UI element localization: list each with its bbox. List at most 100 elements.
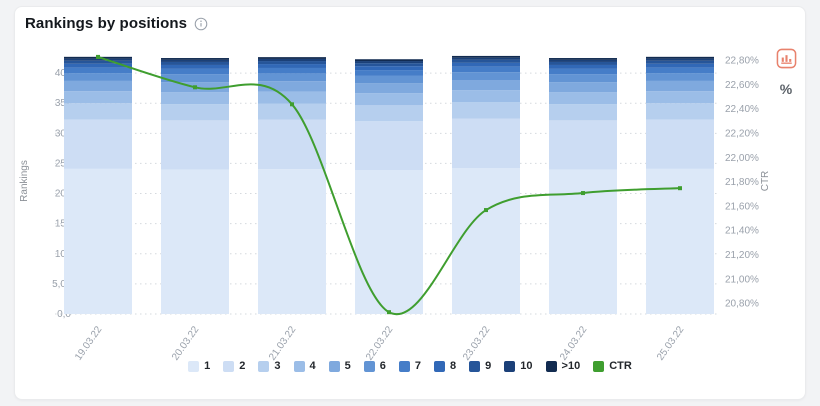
bar-segment-pos-9[interactable] (355, 63, 423, 67)
bar-segment-pos-2[interactable] (258, 119, 326, 170)
bar-segment-pos-gt10[interactable] (161, 58, 229, 60)
right-axis-tick: 22,80% (725, 56, 759, 67)
bar-segment-pos-2[interactable] (64, 119, 132, 169)
bar-segment-pos-3[interactable] (646, 103, 714, 120)
bar-segment-pos-8[interactable] (549, 64, 617, 69)
legend-item-1[interactable]: 1 (188, 360, 210, 372)
bar-segment-pos-5[interactable] (355, 83, 423, 94)
bar-segment-pos-4[interactable] (452, 90, 520, 103)
bar-segment-pos-7[interactable] (64, 67, 132, 74)
bar-segment-pos-gt10[interactable] (452, 55, 520, 58)
bar-segment-pos-10[interactable] (452, 57, 520, 60)
bar-segment-pos-6[interactable] (646, 73, 714, 81)
bar-segment-pos-3[interactable] (355, 105, 423, 122)
bar-segment-pos-10[interactable] (161, 59, 229, 62)
bar-segment-pos-7[interactable] (161, 68, 229, 75)
bar-segment-pos-6[interactable] (549, 74, 617, 83)
bar-segment-pos-2[interactable] (161, 120, 229, 170)
bar-segment-pos-8[interactable] (258, 64, 326, 68)
bar-segment-pos-4[interactable] (646, 91, 714, 104)
bar-segment-pos-3[interactable] (452, 102, 520, 119)
legend-label: 6 (379, 360, 386, 372)
bar-segment-pos-10[interactable] (646, 58, 714, 61)
bar-segment-pos-4[interactable] (64, 91, 132, 104)
ctr-line-point[interactable] (290, 102, 294, 107)
bar-segment-pos-9[interactable] (64, 60, 132, 64)
bar-segment-pos-1[interactable] (258, 169, 326, 314)
ctr-line-point[interactable] (193, 85, 197, 90)
bar-segment-pos-8[interactable] (646, 63, 714, 68)
info-icon[interactable] (194, 17, 208, 31)
legend-item-5[interactable]: 5 (328, 360, 351, 372)
bar-segment-pos-10[interactable] (64, 58, 132, 61)
bar-segment-pos-gt10[interactable] (646, 56, 714, 59)
bar-segment-pos-1[interactable] (161, 169, 229, 314)
bar-segment-pos-gt10[interactable] (355, 59, 423, 62)
bar-segment-pos-9[interactable] (646, 60, 714, 64)
bar-segment-pos-8[interactable] (452, 62, 520, 67)
bar-segment-pos-9[interactable] (161, 61, 229, 65)
bar-segment-pos-10[interactable] (355, 61, 423, 64)
legend-item-6[interactable]: 6 (363, 360, 386, 372)
bar-segment-pos-1[interactable] (64, 168, 132, 314)
ctr-line-point[interactable] (581, 191, 585, 196)
bar-segment-pos-3[interactable] (549, 104, 617, 121)
percent-toggle-button[interactable]: % (775, 78, 797, 100)
bar-segment-pos-7[interactable] (355, 70, 423, 76)
ctr-line-point[interactable] (678, 186, 682, 191)
bar-segment-pos-7[interactable] (258, 67, 326, 74)
bar-segment-pos-5[interactable] (646, 80, 714, 92)
bar-segment-pos-1[interactable] (452, 168, 520, 314)
bar-segment-pos-2[interactable] (646, 119, 714, 169)
bar-segment-pos-8[interactable] (161, 64, 229, 69)
legend-swatch (398, 360, 410, 372)
bar-segment-pos-2[interactable] (452, 118, 520, 169)
bar-segment-pos-8[interactable] (355, 66, 423, 71)
bar-segment-pos-10[interactable] (258, 58, 326, 62)
bar-segment-pos-8[interactable] (64, 63, 132, 68)
bar-segment-pos-1[interactable] (355, 170, 423, 314)
bar-segment-pos-4[interactable] (161, 92, 229, 105)
bar-segment-pos-3[interactable] (161, 104, 229, 121)
bar-segment-pos-7[interactable] (452, 66, 520, 73)
bar-segment-pos-1[interactable] (646, 168, 714, 314)
bar-segment-pos-5[interactable] (452, 80, 520, 91)
bar-segment-pos-10[interactable] (549, 59, 617, 62)
bar-segment-pos-6[interactable] (452, 72, 520, 81)
bar-segment-pos-4[interactable] (258, 91, 326, 104)
bar-segment-pos-4[interactable] (355, 93, 423, 106)
bar-segment-pos-2[interactable] (355, 121, 423, 171)
chart-type-button[interactable] (775, 47, 797, 69)
legend-item-gt10[interactable]: >10 (545, 360, 580, 372)
bar-segment-pos-7[interactable] (646, 67, 714, 74)
ctr-line-point[interactable] (96, 54, 100, 59)
legend-item-3[interactable]: 3 (258, 360, 281, 372)
ctr-line-point[interactable] (387, 310, 391, 315)
legend-item-4[interactable]: 4 (293, 360, 316, 372)
bar-segment-pos-7[interactable] (549, 68, 617, 75)
bar-segment-pos-3[interactable] (64, 103, 132, 120)
right-axis-tick: 22,60% (725, 80, 759, 91)
bar-segment-pos-6[interactable] (64, 73, 132, 81)
legend-item-7[interactable]: 7 (398, 360, 421, 372)
bar-segment-pos-6[interactable] (161, 74, 229, 83)
bar-segment-pos-9[interactable] (258, 61, 326, 65)
bar-segment-pos-9[interactable] (452, 59, 520, 63)
bar-segment-pos-5[interactable] (258, 81, 326, 92)
bar-segment-pos-6[interactable] (355, 75, 423, 84)
bar-segment-pos-5[interactable] (549, 82, 617, 93)
bar-segment-pos-4[interactable] (549, 92, 617, 105)
bar-segment-pos-6[interactable] (258, 73, 326, 82)
bar-segment-pos-gt10[interactable] (258, 57, 326, 59)
bar-segment-pos-9[interactable] (549, 61, 617, 65)
legend-item-8[interactable]: 8 (434, 360, 456, 372)
ctr-line-point[interactable] (484, 208, 488, 213)
legend-item-10[interactable]: 10 (504, 360, 533, 372)
bar-segment-pos-gt10[interactable] (549, 58, 617, 60)
legend-item-9[interactable]: 9 (469, 360, 491, 372)
legend-item-2[interactable]: 2 (223, 360, 245, 372)
bar-segment-pos-5[interactable] (64, 80, 132, 92)
bar-segment-pos-3[interactable] (258, 103, 326, 120)
bar-segment-pos-2[interactable] (549, 120, 617, 170)
legend-item-CTR[interactable]: CTR (593, 360, 632, 372)
